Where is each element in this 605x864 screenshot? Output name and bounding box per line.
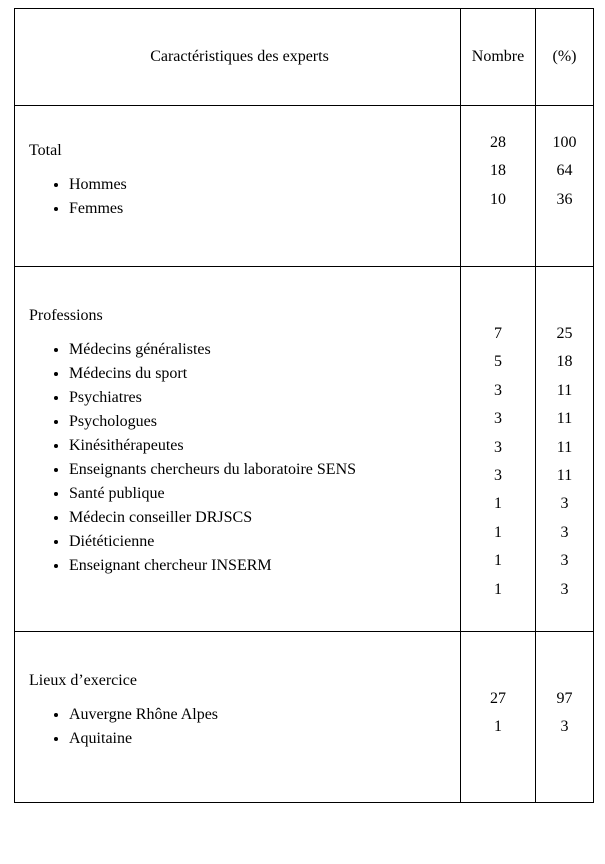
section-professions-numbers: 7 5 3 3 3 3 1 1 1 1 — [460, 267, 535, 631]
section-professions-percents: 25 18 11 11 11 11 3 3 3 3 — [535, 267, 593, 631]
item-label: Enseignant chercheur INSERM — [69, 557, 272, 574]
item-label: Diététicienne — [69, 533, 154, 550]
value-p: 97 — [557, 688, 573, 710]
value-n: 5 — [494, 351, 502, 373]
value-n: 3 — [494, 408, 502, 430]
list-item: Auvergne Rhône Alpes — [69, 706, 450, 724]
section-total-title: Total — [29, 142, 450, 160]
experts-table: Caractéristiques des experts Nombre (%) … — [14, 8, 594, 803]
section-lieux-numbers: 27 1 — [460, 632, 535, 802]
item-label: Enseignants chercheurs du laboratoire SE… — [69, 461, 356, 478]
section-lieux-percents: 97 3 — [535, 632, 593, 802]
value-p: 100 — [553, 132, 577, 154]
list-item: Diététicienne — [69, 533, 450, 551]
section-lieux: Lieux d’exercice Auvergne Rhône Alpes Aq… — [15, 631, 593, 802]
list-item: Médecins du sport — [69, 365, 450, 383]
value-p: 11 — [557, 437, 572, 459]
list-item: Hommes — [69, 176, 450, 194]
list-item: Femmes — [69, 200, 450, 218]
section-total-numbers: 28 18 10 — [460, 106, 535, 266]
item-label: Médecins généralistes — [69, 341, 211, 358]
item-label: Femmes — [69, 200, 123, 217]
item-label: Hommes — [69, 176, 127, 193]
item-label: Psychologues — [69, 413, 157, 430]
section-professions-title: Professions — [29, 307, 450, 325]
item-label: Aquitaine — [69, 730, 132, 747]
list-item: Enseignants chercheurs du laboratoire SE… — [69, 461, 450, 479]
list-item: Médecins généralistes — [69, 341, 450, 359]
value-p: 64 — [557, 160, 573, 182]
value-n: 3 — [494, 437, 502, 459]
header-percent: (%) — [535, 9, 593, 105]
item-label: Auvergne Rhône Alpes — [69, 706, 218, 723]
section-total-label-cell: Total Hommes Femmes — [15, 106, 460, 266]
value-p: 11 — [557, 465, 572, 487]
item-label: Kinésithérapeutes — [69, 437, 184, 454]
value-n: 18 — [490, 160, 506, 182]
value-n: 3 — [494, 465, 502, 487]
list-item: Enseignant chercheur INSERM — [69, 557, 450, 575]
value-n: 1 — [494, 522, 502, 544]
value-p: 11 — [557, 408, 572, 430]
header-percent-label: (%) — [553, 48, 577, 66]
item-label: Psychiatres — [69, 389, 142, 406]
header-number-label: Nombre — [472, 48, 524, 66]
value-n: 1 — [494, 716, 502, 738]
item-label: Médecins du sport — [69, 365, 187, 382]
list-item: Médecin conseiller DRJSCS — [69, 509, 450, 527]
item-label: Santé publique — [69, 485, 165, 502]
table-header-row: Caractéristiques des experts Nombre (%) — [15, 9, 593, 105]
list-item: Kinésithérapeutes — [69, 437, 450, 455]
value-n: 27 — [490, 688, 506, 710]
header-characteristics: Caractéristiques des experts — [15, 9, 460, 105]
value-n: 1 — [494, 493, 502, 515]
section-total-percents: 100 64 36 — [535, 106, 593, 266]
section-total: Total Hommes Femmes 28 18 10 100 64 36 — [15, 105, 593, 266]
section-professions-bullets: Médecins généralistes Médecins du sport … — [29, 335, 450, 581]
list-item: Psychiatres — [69, 389, 450, 407]
section-professions-label-cell: Professions Médecins généralistes Médeci… — [15, 267, 460, 631]
list-item: Santé publique — [69, 485, 450, 503]
header-number: Nombre — [460, 9, 535, 105]
section-total-bullets: Hommes Femmes — [29, 170, 450, 224]
value-n: 1 — [494, 550, 502, 572]
value-p: 3 — [561, 579, 569, 601]
section-professions: Professions Médecins généralistes Médeci… — [15, 266, 593, 631]
value-n: 7 — [494, 323, 502, 345]
value-n: 28 — [490, 132, 506, 154]
value-p: 18 — [557, 351, 573, 373]
value-p: 3 — [561, 550, 569, 572]
value-p: 3 — [561, 716, 569, 738]
value-p: 36 — [557, 189, 573, 211]
item-label: Médecin conseiller DRJSCS — [69, 509, 252, 526]
value-n: 1 — [494, 579, 502, 601]
header-characteristics-label: Caractéristiques des experts — [150, 48, 329, 66]
value-n: 3 — [494, 380, 502, 402]
list-item: Psychologues — [69, 413, 450, 431]
value-p: 3 — [561, 522, 569, 544]
section-lieux-bullets: Auvergne Rhône Alpes Aquitaine — [29, 700, 450, 754]
value-p: 3 — [561, 493, 569, 515]
section-lieux-title: Lieux d’exercice — [29, 672, 450, 690]
value-p: 25 — [557, 323, 573, 345]
value-p: 11 — [557, 380, 572, 402]
value-n: 10 — [490, 189, 506, 211]
section-lieux-label-cell: Lieux d’exercice Auvergne Rhône Alpes Aq… — [15, 632, 460, 802]
list-item: Aquitaine — [69, 730, 450, 748]
